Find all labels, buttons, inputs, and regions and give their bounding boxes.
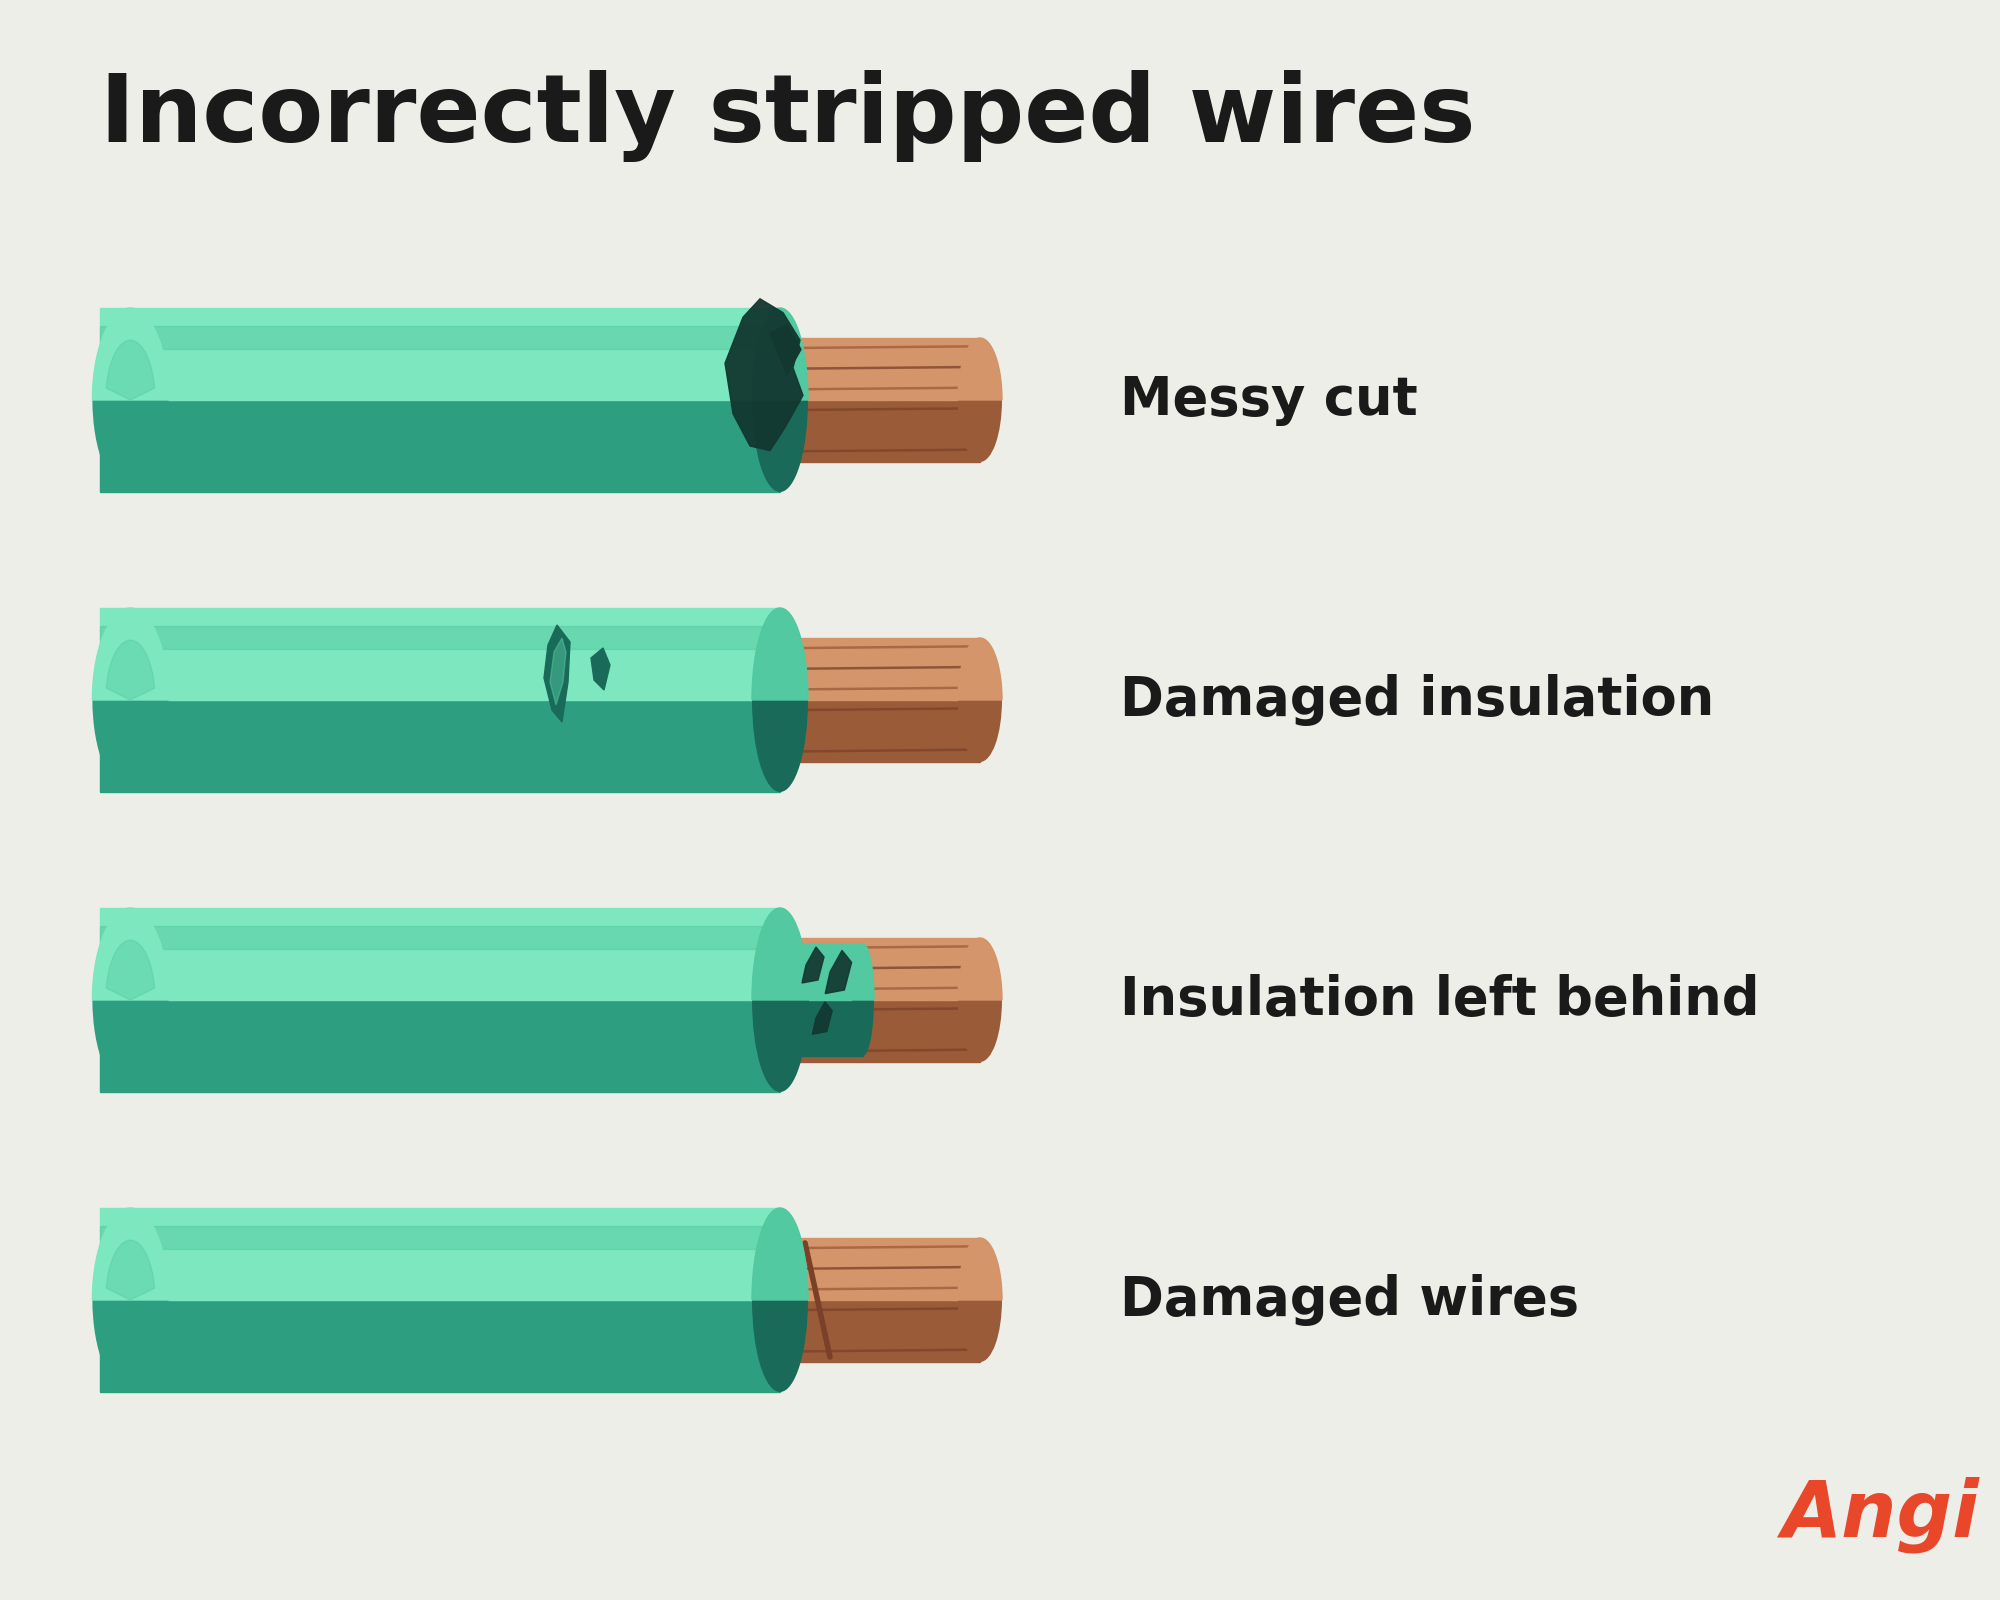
Polygon shape [106, 941, 154, 1000]
Polygon shape [764, 638, 980, 701]
Polygon shape [100, 626, 780, 650]
Polygon shape [764, 701, 980, 762]
Polygon shape [100, 909, 780, 1000]
Ellipse shape [752, 307, 808, 493]
Ellipse shape [958, 1238, 1002, 1362]
Polygon shape [92, 1208, 168, 1299]
Polygon shape [752, 608, 808, 701]
Polygon shape [958, 938, 1002, 1000]
Polygon shape [100, 400, 780, 493]
Polygon shape [100, 1000, 780, 1091]
Polygon shape [100, 926, 780, 949]
Polygon shape [100, 326, 780, 349]
Polygon shape [802, 947, 824, 982]
Ellipse shape [788, 944, 808, 1056]
Polygon shape [798, 944, 862, 1000]
Ellipse shape [958, 338, 1002, 462]
Ellipse shape [958, 938, 1002, 1062]
Polygon shape [724, 299, 802, 451]
Polygon shape [786, 944, 808, 1000]
Polygon shape [852, 944, 874, 1000]
Ellipse shape [852, 944, 874, 1056]
Ellipse shape [92, 307, 168, 493]
Polygon shape [764, 1000, 980, 1062]
Polygon shape [750, 400, 980, 462]
Ellipse shape [752, 608, 808, 792]
Polygon shape [550, 638, 566, 706]
Polygon shape [752, 909, 808, 1000]
Polygon shape [92, 608, 168, 701]
Text: Angi: Angi [1782, 1477, 1978, 1554]
Polygon shape [590, 648, 610, 690]
Polygon shape [812, 1002, 832, 1034]
Polygon shape [100, 701, 780, 792]
Polygon shape [958, 1238, 1002, 1299]
Text: Messy cut: Messy cut [1120, 374, 1418, 426]
Polygon shape [100, 608, 780, 701]
Polygon shape [764, 1238, 980, 1299]
Ellipse shape [752, 909, 808, 1091]
Polygon shape [764, 938, 980, 1000]
Polygon shape [798, 1000, 862, 1056]
Polygon shape [752, 309, 808, 400]
Polygon shape [544, 626, 570, 722]
Polygon shape [764, 1299, 980, 1362]
Polygon shape [106, 341, 154, 400]
Polygon shape [770, 325, 800, 374]
Polygon shape [826, 950, 852, 994]
Text: Insulation left behind: Insulation left behind [1120, 974, 1760, 1026]
Text: Damaged wires: Damaged wires [1120, 1274, 1580, 1326]
Polygon shape [750, 338, 980, 400]
Polygon shape [106, 640, 154, 701]
Ellipse shape [92, 608, 168, 792]
Ellipse shape [92, 1208, 168, 1392]
Ellipse shape [92, 909, 168, 1091]
Text: Incorrectly stripped wires: Incorrectly stripped wires [100, 70, 1476, 162]
Ellipse shape [752, 1208, 808, 1392]
Polygon shape [958, 338, 1002, 400]
Polygon shape [100, 1299, 780, 1392]
Polygon shape [100, 1208, 780, 1299]
Text: Damaged insulation: Damaged insulation [1120, 674, 1714, 726]
Polygon shape [100, 1226, 780, 1250]
Ellipse shape [958, 638, 1002, 762]
Polygon shape [752, 1208, 808, 1299]
Polygon shape [106, 1240, 154, 1299]
Polygon shape [100, 307, 780, 400]
Polygon shape [958, 638, 1002, 701]
Polygon shape [92, 909, 168, 1000]
Polygon shape [92, 309, 168, 400]
